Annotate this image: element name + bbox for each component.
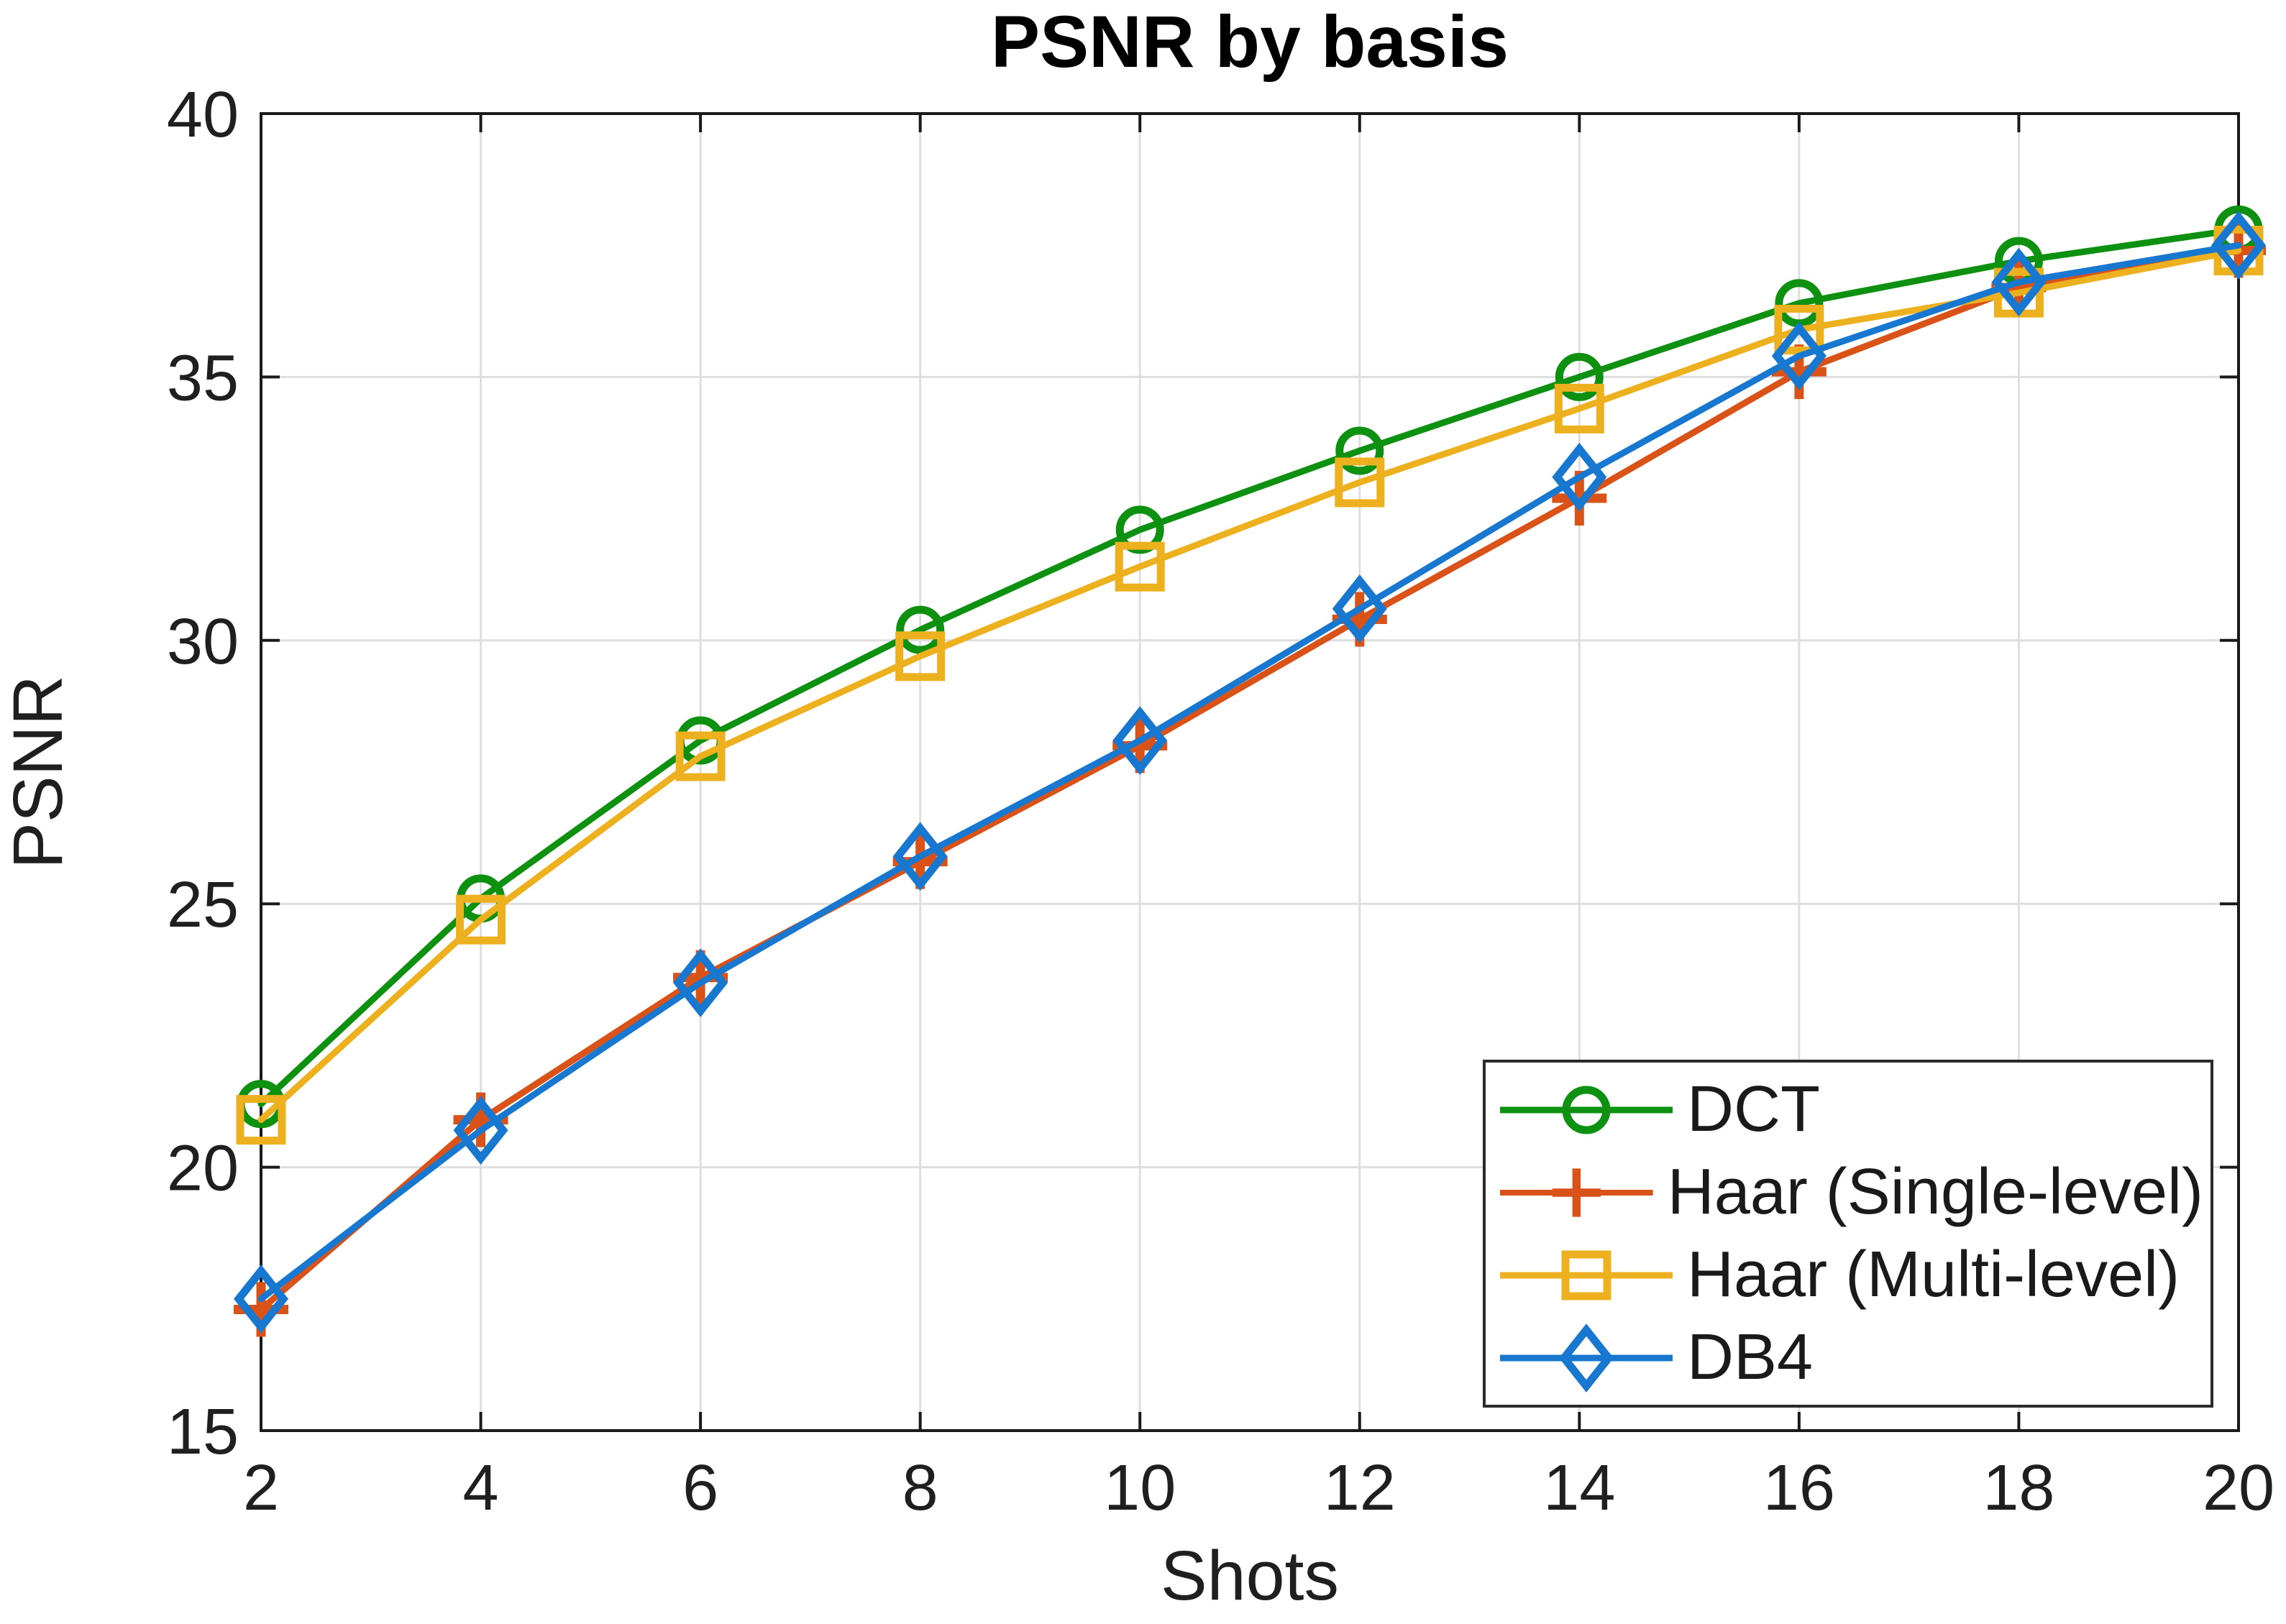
legend-marker-glyph-haar-single-level <box>1552 1167 1601 1217</box>
tick-layer: 2 4 6 8 10 12 14 16 18 20 15 20 25 30 35 40 <box>167 79 2274 1524</box>
x-tick-label-10: 10 <box>1104 1452 1176 1524</box>
x-tick-label-6: 6 <box>682 1452 718 1524</box>
legend-row-db4: DB4 <box>1500 1318 2203 1398</box>
series-haar-multi-level-marker <box>1115 541 1165 592</box>
series-db4-marker <box>2210 211 2267 280</box>
legend-marker-glyph-db4 <box>1558 1323 1614 1393</box>
series-db4-marker <box>1771 321 1826 390</box>
series-db4-marker <box>892 822 948 891</box>
legend-row-dct: DCT <box>1500 1070 2203 1150</box>
series-db4-marker <box>1991 247 2047 317</box>
x-tick-label-14: 14 <box>1543 1452 1615 1524</box>
legend-label-dct: DCT <box>1687 1073 1820 1145</box>
series-db4 <box>233 211 2267 1334</box>
series-dct-marker <box>1555 352 1604 401</box>
series-haar-multi-level-marker <box>236 1095 286 1145</box>
legend-marker-db4 <box>1500 1323 1673 1393</box>
y-tick-label-40: 40 <box>167 79 239 151</box>
legend-row-haar-single-level: Haar (Single-level) <box>1500 1153 2203 1232</box>
x-axis-label: Shots <box>1160 1536 1340 1615</box>
legend-row-haar-multi-level: Haar (Multi-level) <box>1500 1236 2203 1315</box>
legend-label-haar-single-level: Haar (Single-level) <box>1667 1156 2203 1228</box>
series-haar-multi-level-marker <box>1554 383 1604 433</box>
series-dct <box>237 205 2263 1129</box>
series-dct-line <box>257 226 2242 1108</box>
axis-box <box>260 112 2240 1432</box>
series-haar-multi-level-marker <box>895 631 946 682</box>
series-haar-single-level-line <box>257 247 2242 1313</box>
series-db4-marker <box>453 1096 508 1165</box>
series-haar-multi-level-line <box>257 247 2242 1124</box>
series-db4-line <box>257 242 2242 1303</box>
series-dct-marker <box>1115 505 1164 554</box>
x-tick-label-12: 12 <box>1324 1452 1396 1524</box>
legend-label-db4: DB4 <box>1687 1321 1814 1393</box>
series-haar-multi-level-marker <box>1774 304 1824 354</box>
series-db4-marker <box>1332 574 1387 643</box>
legend-marker-dct <box>1500 1086 1673 1134</box>
series-db4-marker <box>673 948 728 1017</box>
legend-marker-glyph-haar-multi-level <box>1561 1250 1611 1300</box>
y-tick-label-20: 20 <box>167 1133 239 1205</box>
legend-marker-glyph-dct <box>1562 1086 1611 1134</box>
legend-label-haar-multi-level: Haar (Multi-level) <box>1687 1239 2180 1311</box>
series-db4-marker <box>1552 442 1607 512</box>
y-tick-label-30: 30 <box>167 606 239 678</box>
series-haar-multi-level-marker <box>675 731 726 781</box>
series-db4-marker <box>1112 706 1168 775</box>
legend-marker-haar-single-level <box>1500 1167 1653 1217</box>
chart-title: PSNR by basis <box>991 1 1509 83</box>
y-tick-label-15: 15 <box>167 1396 239 1468</box>
series-haar-multi-level-marker <box>1335 457 1385 508</box>
series-dct-marker <box>896 605 945 654</box>
legend: DCT Haar (Single-level) Haar (Multi-leve… <box>1483 1060 2213 1408</box>
x-tick-label-4: 4 <box>463 1452 499 1524</box>
legend-marker-haar-multi-level <box>1500 1250 1673 1300</box>
y-axis-label: PSNR <box>0 675 77 869</box>
x-tick-label-18: 18 <box>1983 1452 2054 1524</box>
x-tick-label-2: 2 <box>243 1452 279 1524</box>
series-db4-marker <box>233 1264 289 1334</box>
series-layer <box>233 205 2267 1337</box>
x-tick-label-8: 8 <box>902 1452 938 1524</box>
x-tick-label-20: 20 <box>2203 1452 2274 1524</box>
series-haar-multi-level-marker <box>456 894 506 945</box>
y-tick-label-25: 25 <box>167 869 239 941</box>
x-tick-label-16: 16 <box>1763 1452 1835 1524</box>
y-tick-label-35: 35 <box>167 342 239 414</box>
series-dct-marker <box>1335 426 1384 475</box>
